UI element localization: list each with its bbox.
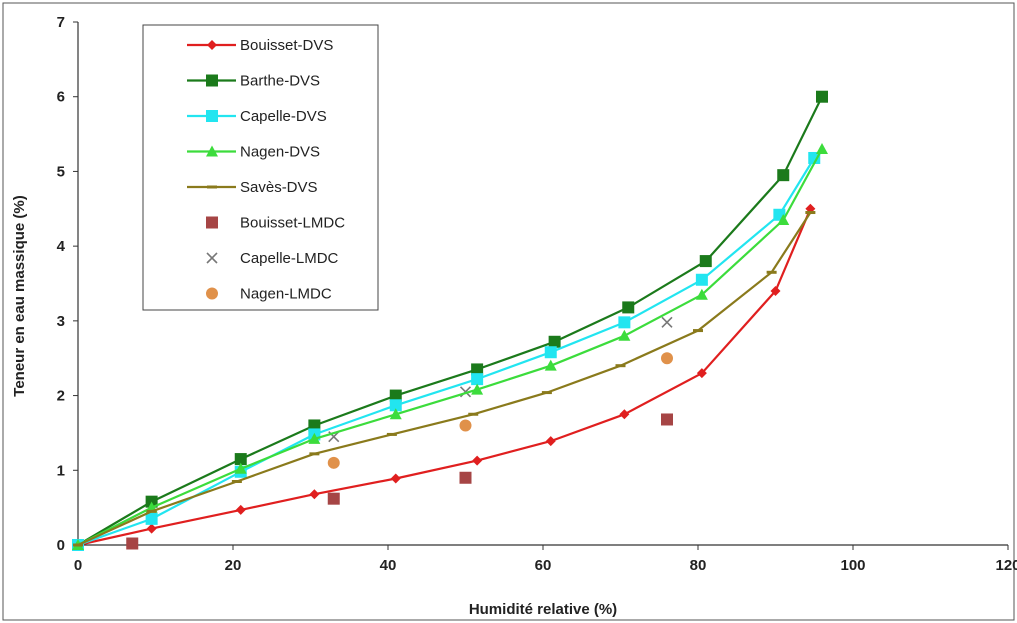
legend-label: Savès-DVS bbox=[240, 179, 318, 196]
legend-label: Nagen-DVS bbox=[240, 144, 320, 161]
legend-label: Nagen-LMDC bbox=[240, 286, 332, 303]
legend-marker bbox=[206, 217, 218, 229]
x-tick-label: 80 bbox=[690, 557, 707, 574]
data-point bbox=[460, 419, 472, 431]
data-point bbox=[622, 301, 634, 313]
x-tick-label: 100 bbox=[840, 557, 865, 574]
data-point bbox=[460, 472, 472, 484]
legend-marker bbox=[206, 110, 218, 122]
y-axis-title: Teneur en eau massique (%) bbox=[11, 195, 28, 396]
legend-label: Barthe-DVS bbox=[240, 73, 320, 90]
data-point bbox=[661, 352, 673, 364]
x-tick-label: 120 bbox=[995, 557, 1017, 574]
y-tick-label: 6 bbox=[57, 89, 65, 106]
y-tick-label: 0 bbox=[57, 537, 65, 554]
data-point bbox=[816, 91, 828, 103]
legend-label: Capelle-DVS bbox=[240, 108, 327, 125]
legend-label: Bouisset-LMDC bbox=[240, 215, 345, 232]
data-point bbox=[328, 457, 340, 469]
y-tick-label: 3 bbox=[57, 313, 65, 330]
data-point bbox=[618, 316, 630, 328]
legend-box bbox=[143, 25, 378, 310]
y-tick-label: 7 bbox=[57, 14, 65, 31]
x-tick-label: 20 bbox=[225, 557, 242, 574]
x-axis-title: Humidité relative (%) bbox=[469, 601, 617, 618]
x-tick-label: 40 bbox=[380, 557, 397, 574]
data-point bbox=[777, 169, 789, 181]
data-point bbox=[549, 336, 561, 348]
legend-label: Bouisset-DVS bbox=[240, 37, 333, 54]
data-point bbox=[696, 274, 708, 286]
data-point bbox=[700, 255, 712, 267]
y-tick-label: 1 bbox=[57, 462, 65, 479]
data-point bbox=[471, 373, 483, 385]
x-tick-label: 60 bbox=[535, 557, 552, 574]
x-tick-label: 0 bbox=[74, 557, 82, 574]
legend-marker bbox=[206, 288, 218, 300]
data-point bbox=[126, 538, 138, 550]
y-tick-label: 2 bbox=[57, 388, 65, 405]
data-point bbox=[661, 413, 673, 425]
y-tick-label: 5 bbox=[57, 163, 65, 180]
data-point bbox=[146, 513, 158, 525]
legend-marker bbox=[206, 75, 218, 87]
y-tick-label: 4 bbox=[57, 238, 66, 255]
data-point bbox=[328, 493, 340, 505]
legend-label: Capelle-LMDC bbox=[240, 250, 339, 267]
legend: Bouisset-DVS Barthe-DVS Capelle-DVS Nagen-D… bbox=[143, 25, 378, 310]
data-point bbox=[545, 346, 557, 358]
